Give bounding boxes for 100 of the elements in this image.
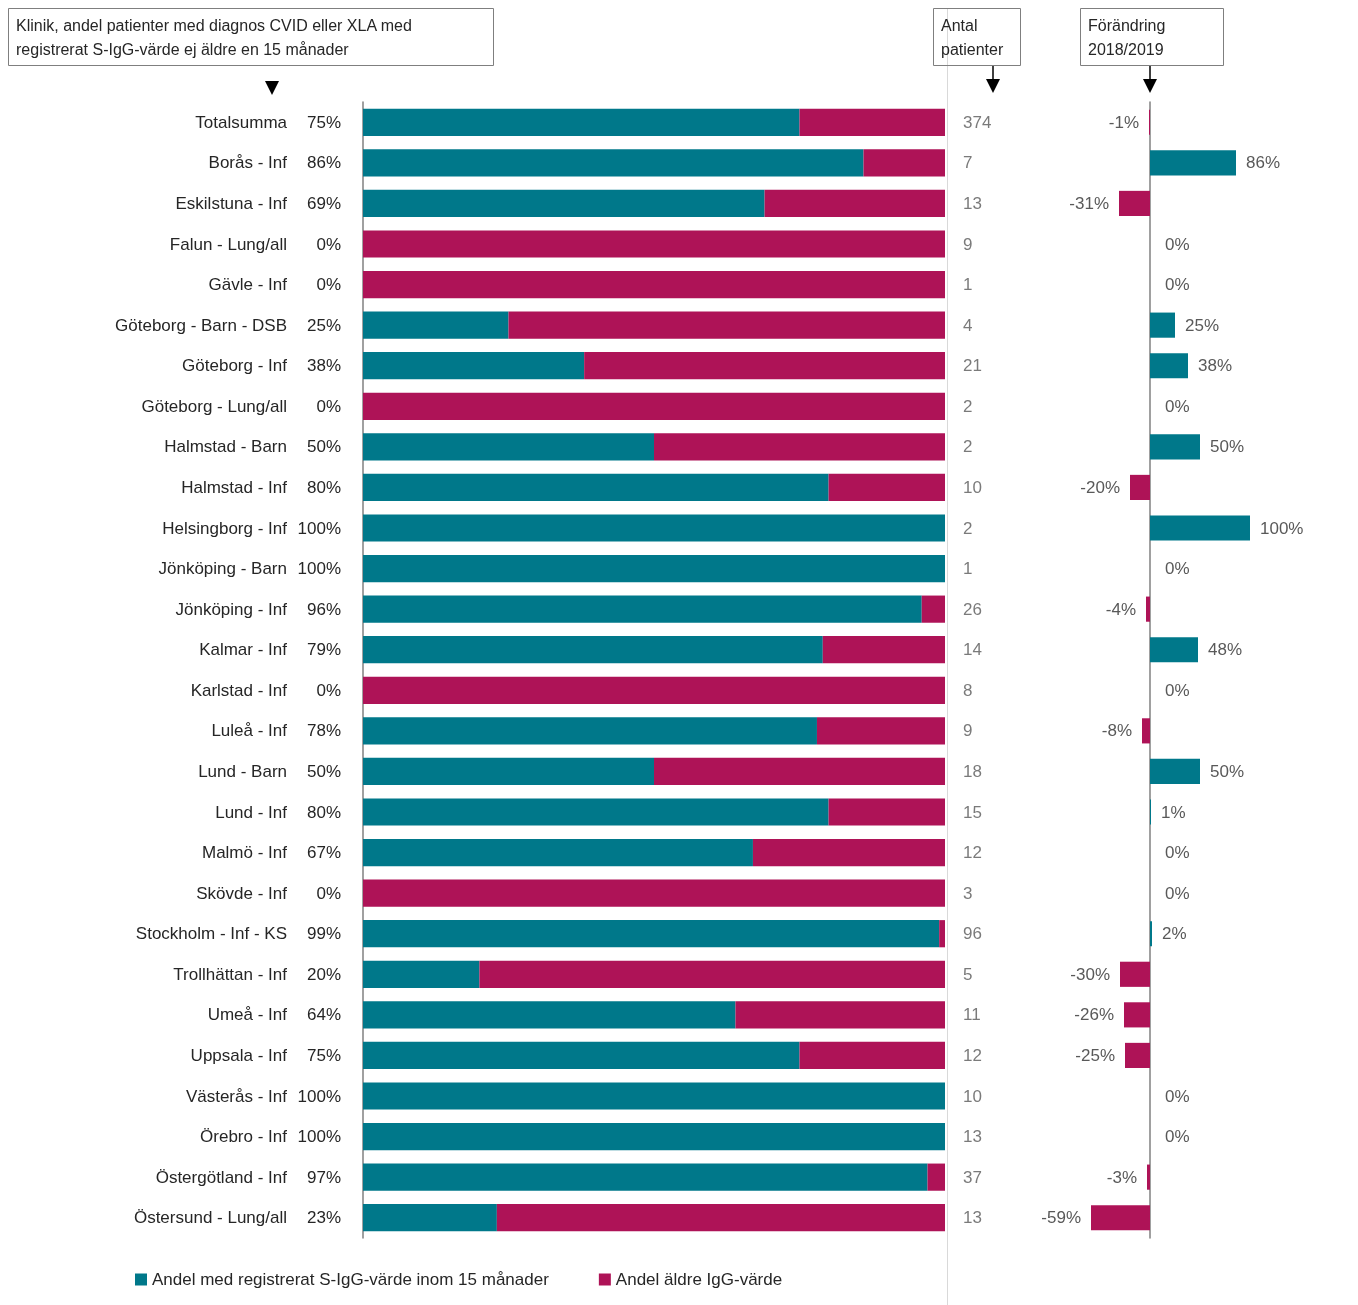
data-label: -30%: [1070, 964, 1110, 984]
bar: [1150, 353, 1188, 379]
data-label: 21: [963, 356, 982, 376]
data-label: -59%: [1041, 1208, 1081, 1228]
bar: [1130, 474, 1150, 501]
bar: [363, 595, 922, 623]
data-label: 50%: [306, 437, 341, 457]
bar: [752, 838, 945, 867]
bar: [764, 189, 945, 218]
data-label: 0%: [316, 275, 341, 295]
data-label: 13: [963, 1208, 982, 1228]
data-label: 23%: [306, 1208, 341, 1228]
data-label: 0%: [1165, 396, 1190, 416]
bar: [363, 108, 800, 136]
bar: [654, 757, 945, 786]
y-tick-label: Borås - Inf: [208, 153, 288, 173]
data-label: -3%: [1106, 1167, 1137, 1187]
y-tick-label: Örebro - Inf: [200, 1127, 288, 1147]
data-label: 96%: [306, 599, 341, 619]
bar: [363, 473, 829, 502]
bar: [496, 1204, 945, 1232]
bar: [863, 149, 945, 177]
data-label: -4%: [1105, 599, 1136, 619]
bar: [1150, 637, 1198, 663]
y-tick-label: Jönköping - Barn: [158, 559, 287, 579]
data-label: 12: [963, 1045, 982, 1065]
data-label: 38%: [306, 356, 341, 376]
y-tick-label: Malmö - Inf: [201, 843, 288, 863]
bar: [363, 1204, 497, 1232]
bar: [735, 1001, 945, 1029]
data-label: 11: [963, 1005, 981, 1025]
data-label: 0%: [1165, 275, 1190, 295]
bar: [1142, 718, 1150, 744]
bar: [584, 352, 945, 380]
data-label: 9: [963, 234, 973, 254]
y-tick-label: Eskilstuna - Inf: [175, 193, 288, 213]
y-tick-label: Västerås - Inf: [185, 1086, 288, 1106]
data-label: 1: [963, 275, 973, 295]
data-label: 100%: [297, 518, 341, 538]
bar: [363, 920, 940, 948]
y-tick-label: Falun - Lung/all: [169, 234, 287, 254]
data-label: -8%: [1101, 721, 1132, 741]
data-label: 20%: [306, 964, 341, 984]
bar: [363, 189, 765, 218]
data-label: 2: [963, 437, 973, 457]
data-label: 0%: [1165, 843, 1190, 863]
y-tick-label: Karlstad - Inf: [190, 680, 288, 700]
bar: [363, 514, 945, 542]
data-label: 78%: [306, 721, 341, 741]
bar: [1150, 515, 1250, 541]
data-label: -31%: [1069, 193, 1109, 213]
data-label: 12: [963, 843, 982, 863]
data-label: -25%: [1075, 1045, 1115, 1065]
bar: [363, 798, 829, 826]
bar: [363, 392, 945, 420]
bar: [363, 1163, 928, 1191]
bar: [828, 473, 945, 502]
data-label: 96: [963, 924, 982, 944]
y-tick-label: Göteborg - Lung/all: [141, 396, 287, 416]
bar: [939, 920, 945, 948]
y-tick-label: Kalmar - Inf: [199, 640, 288, 660]
data-label: 374: [963, 112, 992, 132]
data-label: 50%: [306, 761, 341, 781]
data-label: 80%: [306, 802, 341, 822]
y-tick-label: Luleå - Inf: [211, 721, 288, 741]
text: Antal patienter: [941, 16, 1004, 58]
data-label: 86%: [306, 153, 341, 173]
bar: [363, 311, 509, 339]
y-tick-label: Stockholm - Inf - KS: [135, 924, 287, 944]
data-label: 100%: [297, 1127, 341, 1147]
data-label: 10: [963, 477, 982, 497]
data-label: 3: [963, 883, 973, 903]
bar: [363, 676, 945, 704]
bar: [363, 1122, 945, 1151]
bar: [363, 230, 945, 258]
data-label: -26%: [1074, 1005, 1114, 1025]
y-tick-label: Uppsala - Inf: [190, 1045, 288, 1065]
bar: [654, 433, 945, 461]
data-label: 4: [963, 315, 973, 335]
y-tick-label: Göteborg - Barn - DSB: [115, 315, 287, 335]
bar: [822, 636, 945, 664]
data-label: 48%: [1208, 640, 1243, 660]
bar: [363, 554, 945, 583]
bar: [1150, 434, 1200, 460]
data-label: 0%: [316, 234, 341, 254]
bar: [1125, 1042, 1150, 1069]
data-label: 1%: [1161, 802, 1186, 822]
data-label: 1: [963, 559, 973, 579]
bar: [363, 960, 480, 988]
y-tick-label: Jönköping - Inf: [175, 599, 288, 619]
y-tick-label: Göteborg - Inf: [182, 356, 288, 376]
bar: [1146, 596, 1150, 622]
data-label: 26: [963, 599, 982, 619]
bar: [363, 352, 585, 380]
data-label: 86%: [1246, 153, 1281, 173]
bar: [1119, 190, 1150, 217]
data-label: 80%: [306, 477, 341, 497]
bar: [799, 1041, 945, 1070]
bar: [363, 757, 654, 786]
data-label: 0%: [316, 396, 341, 416]
